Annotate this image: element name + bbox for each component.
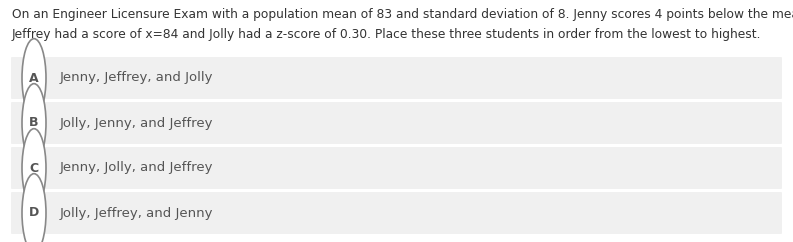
Text: D: D <box>29 206 39 219</box>
FancyBboxPatch shape <box>11 147 782 189</box>
Text: B: B <box>29 116 39 129</box>
FancyBboxPatch shape <box>11 102 782 144</box>
Ellipse shape <box>22 84 46 162</box>
FancyBboxPatch shape <box>11 57 782 99</box>
Text: Jolly, Jeffrey, and Jenny: Jolly, Jeffrey, and Jenny <box>60 206 213 219</box>
Text: Jenny, Jolly, and Jeffrey: Jenny, Jolly, and Jeffrey <box>60 161 213 174</box>
Text: Jeffrey had a score of x=84 and Jolly had a z-score of 0.30. Place these three s: Jeffrey had a score of x=84 and Jolly ha… <box>12 28 761 41</box>
Text: A: A <box>29 71 39 84</box>
Text: C: C <box>29 161 39 174</box>
Text: Jenny, Jeffrey, and Jolly: Jenny, Jeffrey, and Jolly <box>60 71 213 84</box>
FancyBboxPatch shape <box>11 192 782 234</box>
Text: On an Engineer Licensure Exam with a population mean of 83 and standard deviatio: On an Engineer Licensure Exam with a pop… <box>12 8 793 21</box>
Ellipse shape <box>22 174 46 242</box>
Ellipse shape <box>22 39 46 117</box>
Ellipse shape <box>22 129 46 207</box>
Text: Jolly, Jenny, and Jeffrey: Jolly, Jenny, and Jeffrey <box>60 116 213 129</box>
